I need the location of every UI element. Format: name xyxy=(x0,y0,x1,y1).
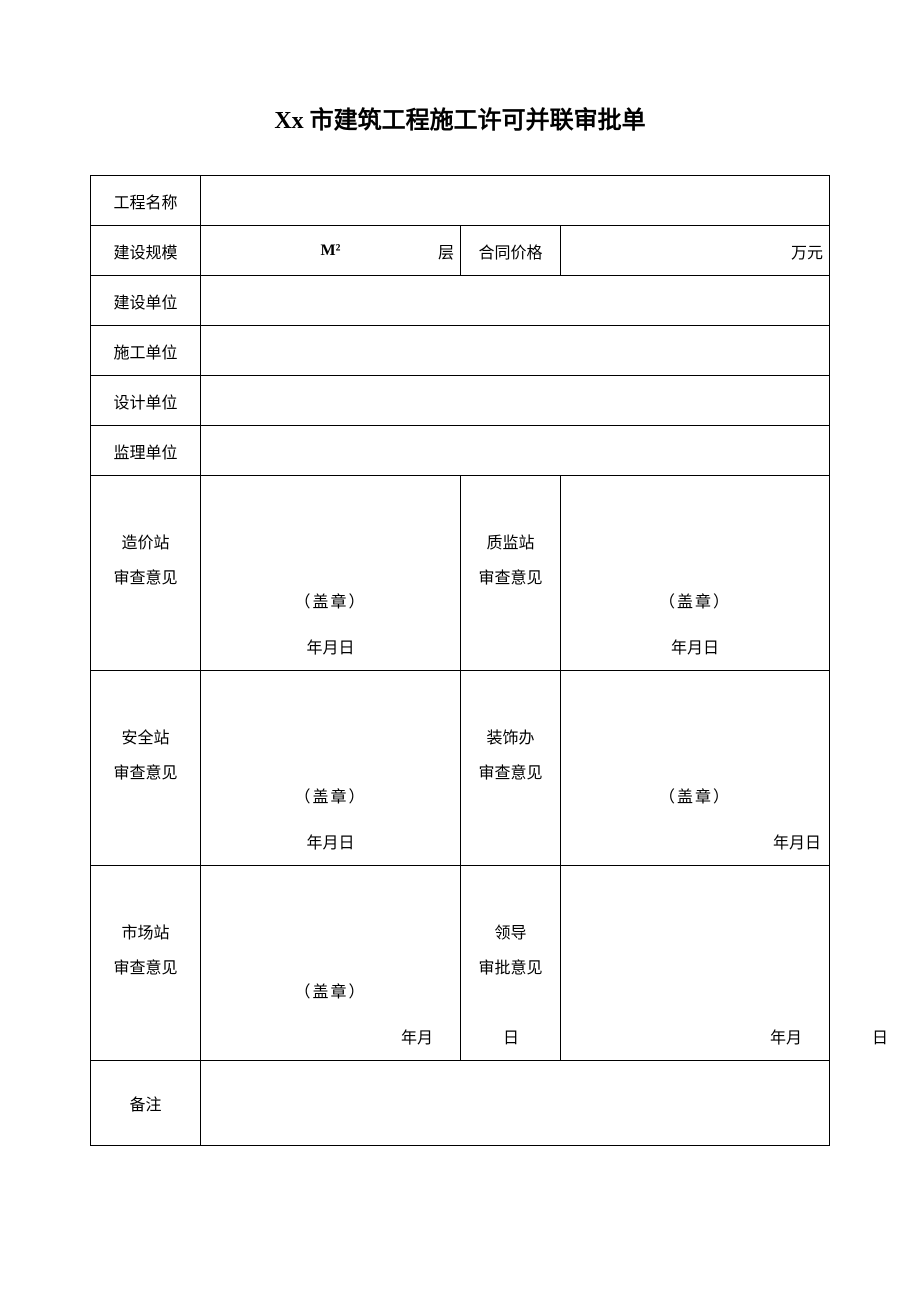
value-leader-opinion: 年月日 xyxy=(561,866,830,1061)
row-construction-unit: 施工单位 xyxy=(91,326,830,376)
label-market-opinion: 市场站 审查意见 xyxy=(91,866,201,1061)
label-decoration-opinion: 装饰办 审查意见 xyxy=(461,671,561,866)
safety-stamp: （盖章） xyxy=(294,783,366,807)
value-remark xyxy=(201,1061,830,1146)
row-remark: 备注 xyxy=(91,1061,830,1146)
row-scale: 建设规模 M² 层 合同价格 万元 xyxy=(91,226,830,276)
scale-floor: 层 xyxy=(438,239,454,263)
label-project-name: 工程名称 xyxy=(91,176,201,226)
row-opinion-2: 安全站 审查意见 （盖章） 年月日 装饰办 审查意见 （盖章） 年月日 xyxy=(91,671,830,866)
row-project-name: 工程名称 xyxy=(91,176,830,226)
value-safety-opinion: （盖章） 年月日 xyxy=(201,671,461,866)
value-construction-unit xyxy=(201,326,830,376)
quality-label-2: 审查意见 xyxy=(478,570,542,587)
value-build-unit xyxy=(201,276,830,326)
label-quality-opinion: 质监站 审查意见 xyxy=(461,476,561,671)
row-opinion-3: 市场站 审查意见 （盖章） 年月日 领导 审批意见 年月 日 xyxy=(91,866,830,1061)
row-opinion-1: 造价站 审查意见 （盖章） 年月日 质监站 审查意见 （盖章） 年月日 xyxy=(91,476,830,671)
decoration-label-1: 装饰办 xyxy=(486,730,534,747)
market-stamp: （盖章） xyxy=(294,978,366,1002)
value-project-name xyxy=(201,176,830,226)
label-design-unit: 设计单位 xyxy=(91,376,201,426)
quality-stamp: （盖章） xyxy=(659,588,731,612)
cost-label-1: 造价站 xyxy=(121,535,169,552)
decoration-label-2: 审查意见 xyxy=(478,765,542,782)
leader-date: 年月 日 xyxy=(695,1024,920,1048)
label-remark: 备注 xyxy=(91,1061,201,1146)
decoration-date: 年月日 xyxy=(773,829,821,853)
leader-ym: 年月 xyxy=(770,1024,802,1048)
value-market-opinion: （盖章） 年月日 xyxy=(201,866,461,1061)
label-contract-price: 合同价格 xyxy=(461,226,561,276)
safety-date: 年月日 xyxy=(306,829,354,853)
document-title: Xx 市建筑工程施工许可并联审批单 xyxy=(90,100,830,135)
cost-stamp: （盖章） xyxy=(294,588,366,612)
quality-label-1: 质监站 xyxy=(486,535,534,552)
approval-form-table: 工程名称 建设规模 M² 层 合同价格 万元 建设单位 施工单位 设计单位 监理… xyxy=(90,175,830,1146)
market-label-1: 市场站 xyxy=(121,925,169,942)
leader-d: 日 xyxy=(872,1030,888,1047)
market-d: 日 xyxy=(503,1030,519,1047)
value-design-unit xyxy=(201,376,830,426)
scale-unit: M² xyxy=(321,242,341,259)
market-date: 年月 日 xyxy=(331,1024,590,1048)
row-design-unit: 设计单位 xyxy=(91,376,830,426)
value-quality-opinion: （盖章） 年月日 xyxy=(561,476,830,671)
value-decoration-opinion: （盖章） 年月日 xyxy=(561,671,830,866)
leader-label-1: 领导 xyxy=(494,925,526,942)
label-build-unit: 建设单位 xyxy=(91,276,201,326)
value-cost-opinion: （盖章） 年月日 xyxy=(201,476,461,671)
safety-label-2: 审查意见 xyxy=(113,765,177,782)
quality-date: 年月日 xyxy=(671,634,719,658)
row-supervision-unit: 监理单位 xyxy=(91,426,830,476)
cost-date: 年月日 xyxy=(306,634,354,658)
value-contract-price: 万元 xyxy=(561,226,830,276)
safety-label-1: 安全站 xyxy=(121,730,169,747)
value-scale: M² 层 xyxy=(201,226,461,276)
decoration-stamp: （盖章） xyxy=(659,783,731,807)
leader-label-2: 审批意见 xyxy=(478,960,542,977)
market-ym: 年月 xyxy=(401,1024,433,1048)
label-construction-unit: 施工单位 xyxy=(91,326,201,376)
cost-label-2: 审查意见 xyxy=(113,570,177,587)
label-cost-opinion: 造价站 审查意见 xyxy=(91,476,201,671)
label-supervision-unit: 监理单位 xyxy=(91,426,201,476)
market-label-2: 审查意见 xyxy=(113,960,177,977)
value-supervision-unit xyxy=(201,426,830,476)
row-build-unit: 建设单位 xyxy=(91,276,830,326)
label-safety-opinion: 安全站 审查意见 xyxy=(91,671,201,866)
label-scale: 建设规模 xyxy=(91,226,201,276)
